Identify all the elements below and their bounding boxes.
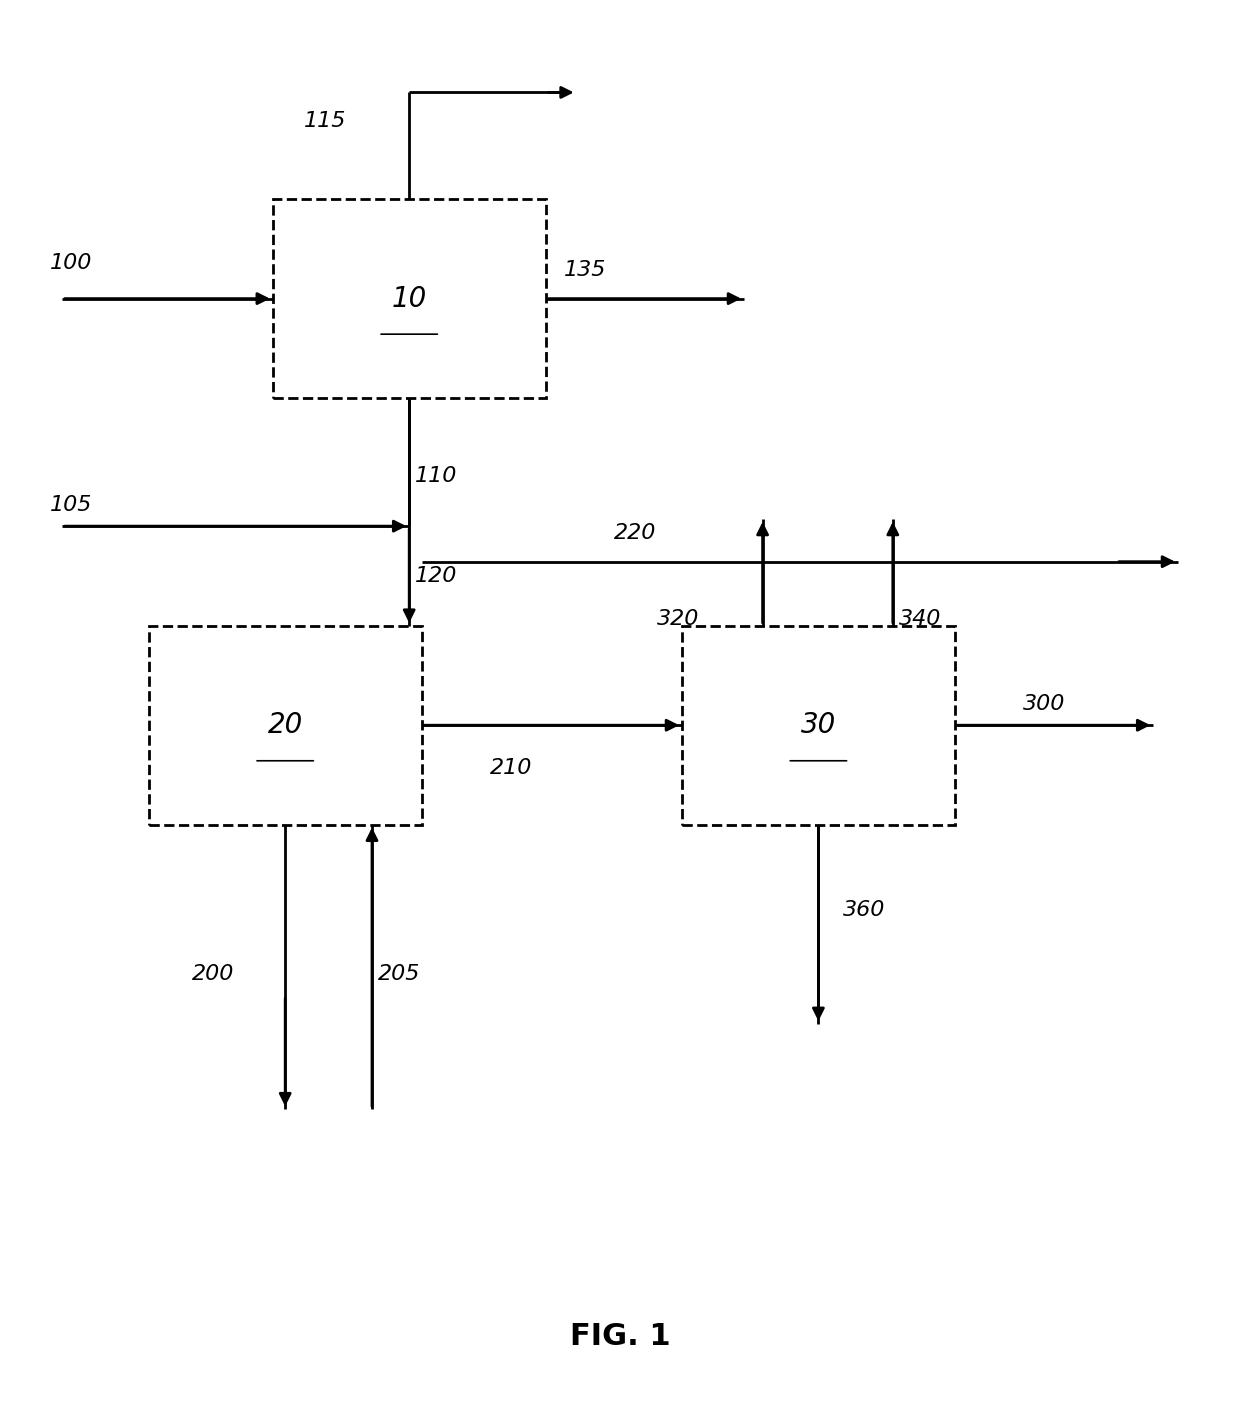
Text: 115: 115: [304, 111, 346, 131]
Text: 20: 20: [268, 711, 303, 739]
Text: 360: 360: [843, 900, 885, 920]
Text: 220: 220: [614, 523, 656, 543]
Text: 205: 205: [378, 964, 420, 984]
FancyBboxPatch shape: [149, 626, 422, 825]
Text: FIG. 1: FIG. 1: [569, 1322, 671, 1351]
Text: 200: 200: [192, 964, 234, 984]
Text: 320: 320: [657, 609, 699, 629]
Text: 110: 110: [415, 466, 458, 486]
Text: 30: 30: [801, 711, 836, 739]
Text: 120: 120: [415, 566, 458, 586]
Text: 135: 135: [564, 260, 606, 280]
Text: 100: 100: [50, 253, 92, 273]
Text: 10: 10: [392, 284, 427, 313]
Text: 300: 300: [1023, 694, 1065, 714]
FancyBboxPatch shape: [273, 199, 546, 398]
FancyBboxPatch shape: [682, 626, 955, 825]
Text: 210: 210: [490, 758, 532, 778]
Text: 340: 340: [899, 609, 941, 629]
Text: 105: 105: [50, 495, 92, 515]
